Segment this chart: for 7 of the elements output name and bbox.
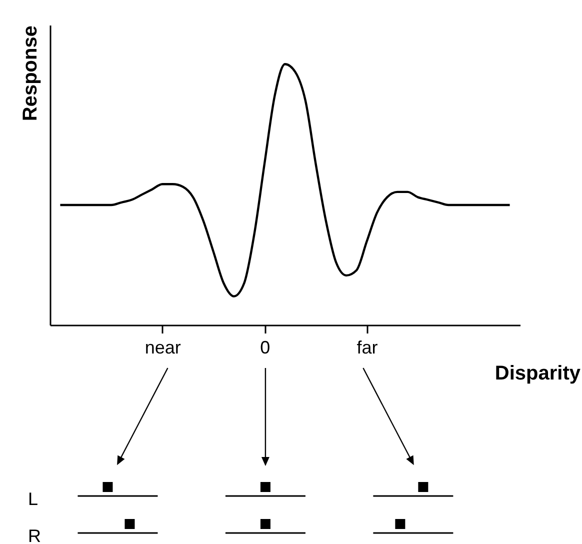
text: R <box>28 526 41 544</box>
text: L <box>28 489 38 509</box>
x-tick-label: 0 <box>260 338 270 358</box>
y-axis-title: Response <box>20 26 42 122</box>
x-tick-label: near <box>144 338 181 358</box>
x-axis-title: Disparity <box>494 362 582 384</box>
x-tick-label: far <box>356 338 378 358</box>
